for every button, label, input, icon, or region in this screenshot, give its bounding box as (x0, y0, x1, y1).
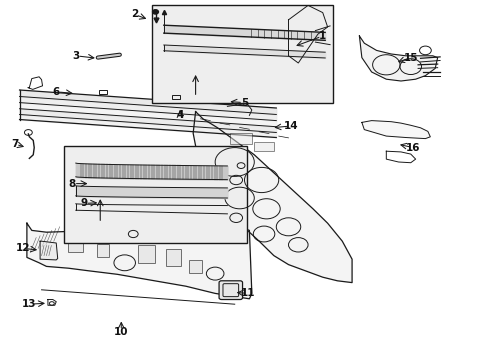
Text: 15: 15 (403, 53, 417, 63)
Text: 14: 14 (283, 121, 298, 131)
Text: 10: 10 (114, 327, 128, 337)
Text: 16: 16 (405, 143, 420, 153)
Bar (63, 146, 246, 243)
Polygon shape (361, 121, 429, 139)
Bar (68, 238, 83, 252)
Bar (99, 90, 106, 94)
Polygon shape (359, 36, 437, 81)
Bar (138, 245, 155, 263)
Text: 1: 1 (319, 31, 325, 41)
FancyBboxPatch shape (219, 281, 242, 300)
Text: 13: 13 (22, 299, 37, 309)
Text: 12: 12 (16, 243, 31, 253)
Text: 7: 7 (11, 139, 19, 149)
Polygon shape (193, 112, 351, 283)
Bar (229, 133, 251, 144)
Text: 6: 6 (53, 87, 60, 97)
Text: 2: 2 (131, 9, 138, 19)
Text: 3: 3 (72, 51, 79, 61)
Polygon shape (27, 223, 251, 299)
Bar (188, 260, 202, 273)
Text: 9: 9 (81, 198, 87, 208)
Bar (166, 249, 181, 266)
Polygon shape (40, 241, 58, 260)
Text: 4: 4 (176, 110, 183, 120)
Text: 8: 8 (69, 179, 76, 189)
Circle shape (152, 10, 158, 14)
Bar (151, 5, 332, 103)
Text: 11: 11 (241, 288, 255, 298)
Bar (96, 244, 108, 256)
Bar (172, 95, 180, 99)
Bar (254, 142, 273, 151)
Text: 5: 5 (241, 98, 247, 108)
